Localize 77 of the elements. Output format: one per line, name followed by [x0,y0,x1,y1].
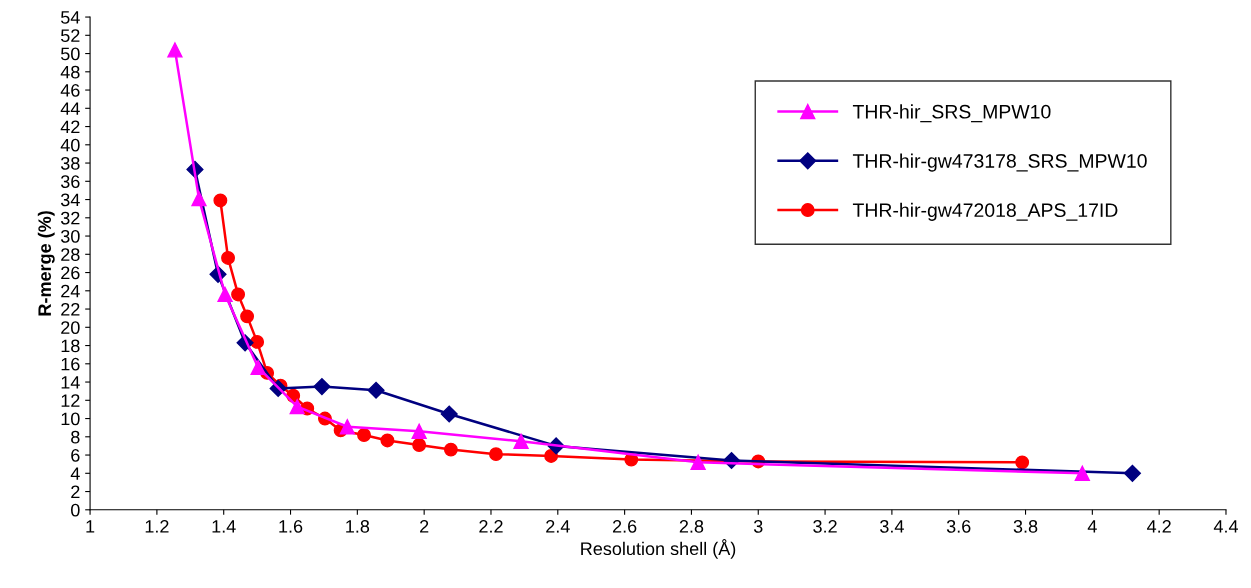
point [544,449,559,463]
point [443,442,458,457]
point [240,309,255,324]
x-tick-label: 1.6 [279,519,303,533]
point [412,438,427,452]
y-tick-label: 20 [61,321,80,335]
point [440,405,458,423]
point [513,433,529,449]
legend-label: THR-hir-gw473178_SRS_MPW10 [852,153,1147,172]
point [250,334,265,349]
y-tick-label: 36 [60,175,80,189]
point [690,454,706,470]
y-tick-label: 26 [61,266,80,280]
x-tick-label: 3.8 [1013,519,1038,533]
x-tick-label: 3.4 [880,519,904,533]
point [213,193,228,208]
y-tick-label: 8 [71,430,80,444]
x-tick-label: 2.8 [679,519,704,533]
point [1074,465,1090,481]
y-tick-label: 14 [61,376,80,389]
y-tick-label: 50 [60,47,80,61]
x-tick-label: 3.2 [813,519,837,533]
y-tick-label: 42 [60,120,80,134]
point [489,447,503,462]
x-tick-label: 2.2 [479,519,503,533]
x-tick-label: 1 [86,520,95,533]
point [367,381,385,399]
point [411,423,427,439]
point [167,42,183,58]
x-tick-label: 4.2 [1147,519,1171,533]
y-tick-label: 30 [60,229,80,243]
y-tick-label: 52 [60,29,80,43]
point [289,399,305,415]
y-tick-label: 46 [60,83,80,97]
y-tick-label: 44 [60,102,80,115]
y-tick-label: 40 [60,138,80,152]
y-tick-label: 10 [61,412,80,426]
y-tick-label: 2 [71,485,80,499]
x-axis-title: Resolution shell (Å) [581,539,736,559]
y-tick-label: 18 [61,339,80,353]
point [221,251,235,265]
point [217,286,233,303]
x-tick-label: 4.4 [1213,520,1238,533]
x-tick-label: 1.8 [346,519,370,533]
x-tick-label: 2.4 [546,519,570,533]
y-axis-title: R-merge (%) [37,211,55,316]
y-tick-label: 4 [70,467,80,480]
x-tick-label: 2 [420,519,429,533]
point [231,287,246,302]
x-tick-label: 1.4 [212,520,236,533]
x-tick-label: 1.2 [145,519,169,533]
y-tick-label: 38 [60,156,80,170]
y-tick-label: 6 [71,448,80,462]
point [250,359,266,376]
y-tick-label: 24 [61,284,80,298]
point [339,419,355,435]
point [357,428,371,442]
y-tick-label: 16 [61,357,80,371]
point [380,433,395,448]
y-tick-label: 48 [60,65,80,79]
x-tick-label: 3.6 [946,519,971,533]
y-tick-label: 34 [60,193,80,207]
legend-label: THR-hir_SRS_MPW10 [852,104,1051,123]
y-tick-label: 22 [61,302,80,316]
point [1123,464,1141,482]
x-tick-label: 4 [1087,520,1097,533]
y-tick-label: 28 [61,248,80,262]
y-tick-label: 54 [60,11,80,24]
point [313,378,331,396]
y-tick-label: 12 [61,394,80,407]
y-tick-label: 0 [71,503,80,517]
point [191,190,207,207]
legend-label: THR-hir-gw472018_APS_17ID [852,202,1118,221]
y-tick-label: 32 [60,211,80,225]
x-tick-label: 3 [753,519,763,533]
point [1015,455,1030,470]
x-tick-label: 2.6 [612,519,637,533]
